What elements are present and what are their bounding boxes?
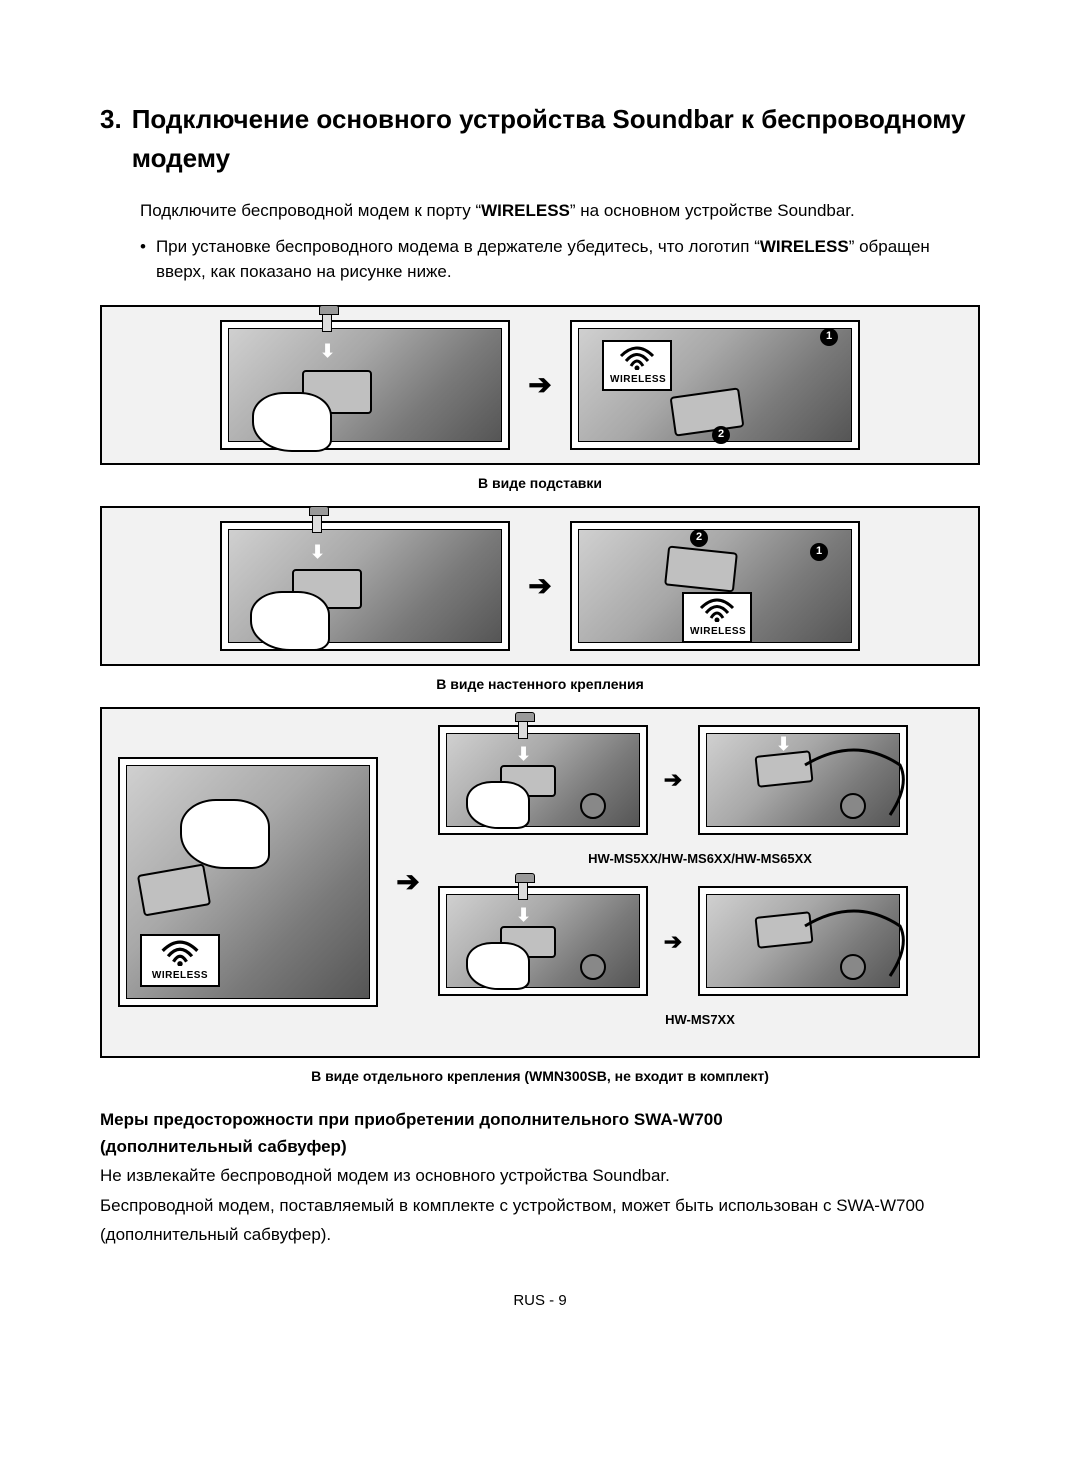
down-arrow-icon: ⬇ [776, 731, 791, 758]
diagram-wall: ⬇ ➔ 2 1 WIRELESS В виде настенного крепл… [100, 506, 980, 695]
down-arrow-icon: ⬇ [516, 741, 531, 768]
sep-a-panel-2: ⬇ [698, 725, 908, 835]
heading-text: Подключение основного устройства Soundba… [132, 100, 980, 178]
callout-1: 1 [820, 328, 838, 346]
intro-pre: Подключите беспроводной модем к порту “ [140, 201, 481, 220]
separate-panel-left: WIRELESS [118, 757, 378, 1007]
caption-separate: В виде отдельного крепления (WMN300SB, н… [100, 1066, 980, 1087]
arrow-icon: ➔ [510, 364, 570, 406]
arrow-icon: ➔ [510, 565, 570, 607]
wifi-icon [619, 346, 655, 370]
warning-heading-1: Меры предосторожности при приобретении д… [100, 1107, 980, 1133]
caption-models-a: HW-MS5XX/HW-MS6XX/HW-MS65XX [438, 849, 962, 869]
arrow-icon: ➔ [658, 763, 688, 796]
callout-2: 2 [712, 426, 730, 444]
caption-models-b: HW-MS7XX [438, 1010, 962, 1030]
bullet-pre: При установке беспроводного модема в дер… [156, 237, 760, 256]
bullet-text: При установке беспроводного модема в дер… [156, 234, 980, 285]
section-heading: 3. Подключение основного устройства Soun… [100, 100, 980, 178]
bullet-icon: • [140, 234, 146, 285]
wifi-icon [160, 940, 200, 966]
separate-right-column: ⬇ ➔ ⬇ HW- [438, 725, 962, 1040]
separate-row-a: ⬇ ➔ ⬇ [438, 725, 962, 835]
sep-a-panel-1: ⬇ [438, 725, 648, 835]
down-arrow-icon: ⬇ [320, 338, 335, 365]
sep-b-panel-1: ⬇ [438, 886, 648, 996]
stand-panel-right: WIRELESS 1 2 [570, 320, 860, 450]
wireless-text: WIRELESS [690, 626, 746, 637]
diagram-separate: WIRELESS ➔ ⬇ ➔ [100, 707, 980, 1087]
warning-p2: Беспроводной модем, поставляемый в компл… [100, 1192, 980, 1250]
mount-hole-icon [580, 793, 606, 819]
diagram-separate-box: WIRELESS ➔ ⬇ ➔ [100, 707, 980, 1058]
callout-2: 2 [690, 529, 708, 547]
caption-wall: В виде настенного крепления [100, 674, 980, 695]
separate-row-b: ⬇ ➔ [438, 886, 962, 996]
hand-icon [180, 799, 270, 869]
caption-stand: В виде подставки [100, 473, 980, 494]
arrow-icon: ➔ [388, 861, 428, 903]
separate-grid: WIRELESS ➔ ⬇ ➔ [118, 725, 962, 1040]
arrow-icon: ➔ [658, 925, 688, 958]
down-arrow-icon: ⬇ [516, 902, 531, 929]
screw-icon [518, 717, 528, 739]
intro-bold: WIRELESS [481, 201, 570, 220]
hand-icon [252, 392, 332, 452]
diagram-stand: ⬇ ➔ WIRELESS 1 2 В виде подставки [100, 305, 980, 494]
wall-panel-left: ⬇ [220, 521, 510, 651]
cable-icon [800, 745, 910, 825]
warning-heading-2: (дополнительный сабвуфер) [100, 1134, 980, 1160]
wireless-label: WIRELESS [140, 934, 220, 987]
stand-panel-left: ⬇ [220, 320, 510, 450]
diagram-wall-box: ⬇ ➔ 2 1 WIRELESS [100, 506, 980, 666]
screw-icon [312, 511, 322, 533]
hand-icon [250, 591, 330, 651]
screw-icon [518, 878, 528, 900]
screw-icon [322, 310, 332, 332]
wireless-text: WIRELESS [152, 970, 208, 981]
wireless-label: WIRELESS [682, 592, 752, 643]
cable-icon [800, 906, 910, 986]
warning-p1: Не извлекайте беспроводной модем из осно… [100, 1162, 980, 1191]
sep-b-panel-2 [698, 886, 908, 996]
page-footer: RUS - 9 [100, 1290, 980, 1313]
bullet-bold: WIRELESS [760, 237, 849, 256]
bullet-item: • При установке беспроводного модема в д… [140, 234, 980, 285]
wall-panel-right: 2 1 WIRELESS [570, 521, 860, 651]
dongle-icon [664, 545, 738, 592]
diagram-stand-box: ⬇ ➔ WIRELESS 1 2 [100, 305, 980, 465]
hand-icon [466, 942, 530, 990]
heading-number: 3. [100, 100, 122, 178]
intro-paragraph: Подключите беспроводной модем к порту “W… [140, 198, 980, 224]
intro-post: ” на основном устройстве Soundbar. [570, 201, 855, 220]
wireless-label: WIRELESS [602, 340, 672, 391]
wifi-icon [699, 598, 735, 622]
callout-1: 1 [810, 543, 828, 561]
mount-hole-icon [580, 954, 606, 980]
down-arrow-icon: ⬇ [310, 539, 325, 566]
wireless-text: WIRELESS [610, 374, 666, 385]
hand-icon [466, 781, 530, 829]
